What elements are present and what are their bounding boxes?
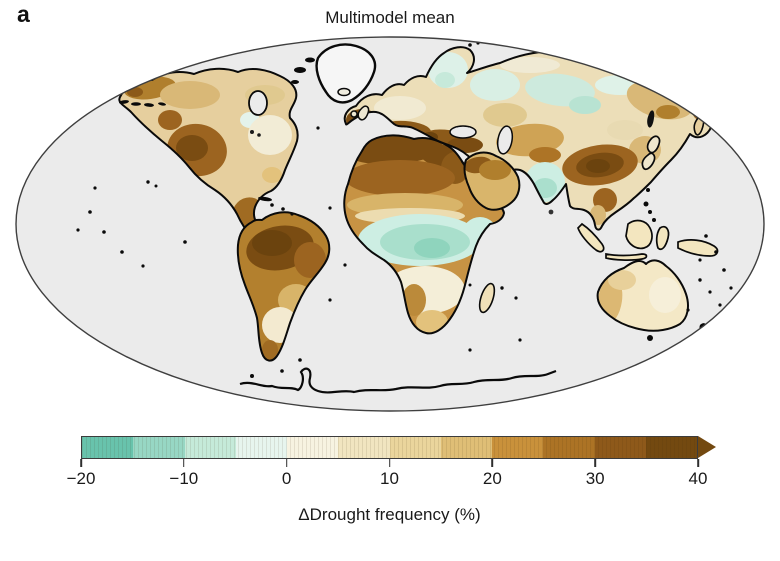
colorbar-segment (645, 437, 697, 458)
map-title: Multimodel mean (325, 8, 455, 27)
colorbar-segment (338, 437, 390, 458)
colorbar-segment (389, 437, 441, 458)
colorbar-tick (285, 459, 288, 467)
colorbar-tick-label: 40 (688, 469, 708, 488)
colorbar-arrow-icon (698, 436, 716, 458)
colorbar-tick-label: −20 (66, 469, 96, 488)
colorbar-segment (184, 437, 236, 458)
colorbar-segment (133, 437, 185, 458)
world-map (15, 36, 765, 412)
colorbar-tick-label: 20 (482, 469, 502, 488)
colorbar-segment (235, 437, 287, 458)
panel-label: a (17, 1, 30, 27)
colorbar-tick-labels: −20 −10 0 10 20 30 40 (67, 469, 708, 491)
colorbar-segment (82, 437, 134, 458)
colorbar-tick (697, 459, 699, 467)
colorbar-tick (491, 459, 494, 467)
colorbar-tick-label: 10 (380, 469, 399, 488)
colorbar-gradient (81, 436, 698, 459)
colorbar-ticks (80, 459, 699, 467)
colorbar-segment (287, 437, 339, 458)
colorbar-tick-label: 0 (281, 469, 292, 488)
colorbar-tick (594, 459, 596, 467)
colorbar-segment (543, 437, 595, 458)
antarctica-coastline (239, 367, 557, 394)
colorbar-tick-label: −10 (169, 469, 199, 488)
colorbar-segment (594, 437, 646, 458)
colorbar-tick (183, 459, 185, 467)
colorbar-segment (440, 437, 492, 458)
colorbar-segment (492, 437, 544, 458)
colorbar-label: ΔDrought frequency (%) (298, 505, 481, 524)
colorbar-tick (80, 459, 82, 467)
colorbar-tick-label: 30 (585, 469, 605, 488)
globe-outline (15, 36, 765, 412)
colorbar-tick (388, 459, 391, 467)
